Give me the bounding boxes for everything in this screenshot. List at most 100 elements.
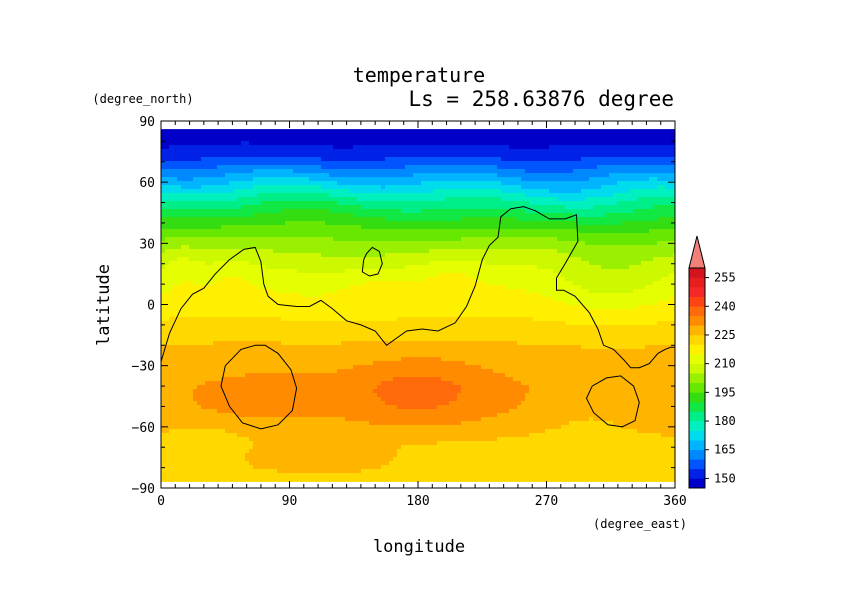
heatmap-cell	[393, 197, 398, 202]
heatmap-cell	[589, 229, 594, 234]
heatmap-cell	[401, 241, 406, 246]
heatmap-cell	[237, 169, 242, 174]
heatmap-cell	[389, 141, 394, 146]
heatmap-cell	[521, 137, 526, 142]
heatmap-cell	[245, 161, 250, 166]
heatmap-cell	[393, 145, 398, 150]
heatmap-cell	[349, 189, 354, 194]
heatmap-cell	[189, 237, 194, 242]
heatmap-cell	[661, 205, 666, 210]
heatmap-cell	[489, 157, 494, 162]
heatmap-cell	[353, 217, 358, 222]
heatmap-cell	[573, 241, 578, 246]
heatmap-cell	[493, 205, 498, 210]
heatmap-cell	[649, 245, 654, 250]
heatmap-cell	[637, 241, 642, 246]
heatmap-cell	[553, 205, 558, 210]
heatmap-cell	[497, 197, 502, 202]
heatmap-cell	[585, 141, 590, 146]
heatmap-cell	[425, 269, 430, 274]
heatmap-cell	[645, 133, 650, 138]
heatmap-cell	[525, 257, 530, 262]
heatmap-cell	[493, 177, 498, 182]
heatmap-cell	[401, 169, 406, 174]
heatmap-cell	[225, 197, 230, 202]
heatmap-cell	[193, 213, 198, 218]
heatmap-cell	[401, 157, 406, 162]
heatmap-cell	[457, 173, 462, 178]
heatmap-cell	[353, 277, 358, 282]
heatmap-cell	[405, 141, 410, 146]
heatmap-cell	[473, 149, 478, 154]
heatmap-cell	[293, 129, 298, 134]
heatmap-cell	[397, 193, 402, 198]
heatmap-cell	[189, 213, 194, 218]
heatmap-cell	[381, 153, 386, 158]
heatmap-cell	[261, 241, 266, 246]
heatmap-cell	[325, 161, 330, 166]
heatmap-cell	[649, 145, 654, 150]
heatmap-cell	[633, 253, 638, 258]
heatmap-cell	[561, 269, 566, 274]
heatmap-cell	[249, 173, 254, 178]
heatmap-cell	[197, 129, 202, 134]
heatmap-cell	[533, 165, 538, 170]
heatmap-cell	[653, 221, 658, 226]
heatmap-cell	[225, 229, 230, 234]
heatmap-cell	[205, 189, 210, 194]
heatmap-cell	[221, 145, 226, 150]
heatmap-cell	[449, 241, 454, 246]
heatmap-cell	[533, 173, 538, 178]
heatmap-cell	[549, 269, 554, 274]
heatmap-cell	[261, 169, 266, 174]
heatmap-cell	[661, 269, 666, 274]
heatmap-cell	[249, 233, 254, 238]
heatmap-cell	[417, 181, 422, 186]
heatmap-cell	[561, 229, 566, 234]
heatmap-cell	[341, 249, 346, 254]
heatmap-cell	[605, 273, 610, 278]
heatmap-cell	[533, 229, 538, 234]
heatmap-cell	[597, 265, 602, 270]
heatmap-cell	[237, 265, 242, 270]
heatmap-cell	[521, 221, 526, 226]
heatmap-cell	[513, 205, 518, 210]
heatmap-cell	[645, 241, 650, 246]
heatmap-cell	[529, 153, 534, 158]
heatmap-cell	[469, 133, 474, 138]
heatmap-cell	[477, 273, 482, 278]
heatmap-cell	[365, 165, 370, 170]
heatmap-cell	[405, 257, 410, 262]
heatmap-cell	[473, 213, 478, 218]
heatmap-cell	[625, 173, 630, 178]
heatmap-cell	[189, 161, 194, 166]
heatmap-cell	[425, 201, 430, 206]
heatmap-cell	[553, 233, 558, 238]
heatmap-cell	[353, 181, 358, 186]
heatmap-cell	[557, 153, 562, 158]
heatmap-cell	[381, 273, 386, 278]
heatmap-cell	[185, 249, 190, 254]
heatmap-cell	[505, 153, 510, 158]
heatmap-cell	[277, 201, 282, 206]
heatmap-cell	[489, 261, 494, 266]
heatmap-cell	[449, 277, 454, 282]
heatmap-cell	[581, 141, 586, 146]
heatmap-cell	[285, 253, 290, 258]
heatmap-cell	[425, 133, 430, 138]
heatmap-cell	[557, 245, 562, 250]
heatmap-cell	[321, 245, 326, 250]
heatmap-cell	[381, 177, 386, 182]
heatmap-cell	[293, 153, 298, 158]
heatmap-cell	[309, 153, 314, 158]
heatmap-cell	[253, 157, 258, 162]
heatmap-cell	[477, 189, 482, 194]
heatmap-cell	[617, 237, 622, 242]
heatmap-cell	[517, 245, 522, 250]
heatmap-cell	[197, 185, 202, 190]
heatmap-cell	[517, 141, 522, 146]
heatmap-cell	[401, 177, 406, 182]
heatmap-cell	[277, 273, 282, 278]
heatmap-cell	[161, 253, 166, 258]
heatmap-cell	[429, 265, 434, 270]
